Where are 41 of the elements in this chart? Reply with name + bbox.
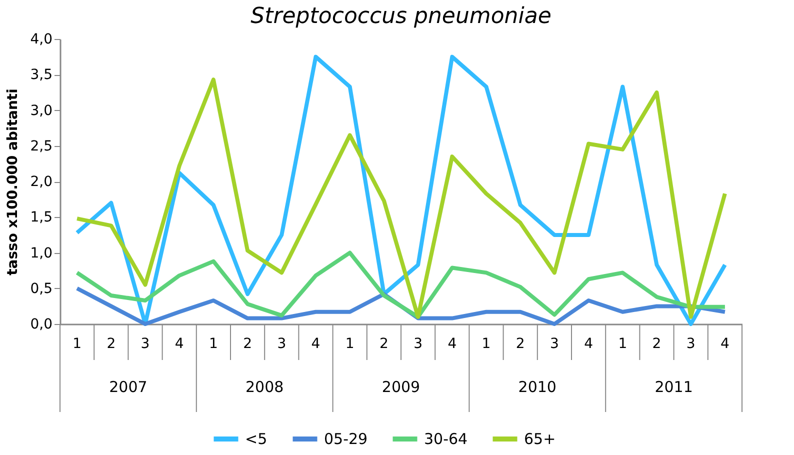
x-tick-label: 1 bbox=[72, 336, 82, 352]
x-tick-label: 1 bbox=[345, 336, 354, 352]
x-tick-label: 3 bbox=[414, 336, 423, 352]
x-tick-label: 4 bbox=[174, 336, 184, 352]
text: 2010 bbox=[518, 378, 556, 396]
x-tick-label: 3 bbox=[277, 336, 286, 352]
y-tick-label: 1,0 bbox=[30, 245, 52, 262]
x-tick-label: 1 bbox=[482, 336, 491, 352]
text: 2007 bbox=[109, 378, 148, 396]
y-tick-label: 2,5 bbox=[30, 138, 52, 154]
y-tick-label: 0,5 bbox=[30, 280, 52, 297]
x-tick-label: 4 bbox=[448, 336, 457, 352]
x-tick-label: 2 bbox=[516, 336, 525, 352]
y-tick-label: 4,0 bbox=[30, 32, 52, 48]
x-tick-label: 1 bbox=[208, 336, 218, 352]
y-tick-label: 1,5 bbox=[30, 210, 52, 226]
line-series bbox=[75, 250, 727, 319]
x-tick-label: 1 bbox=[618, 336, 628, 352]
x-tick-label: 3 bbox=[686, 336, 696, 352]
y-tick-label: 3,0 bbox=[30, 102, 52, 119]
text: 2009 bbox=[382, 378, 420, 396]
x-tick-label: 4 bbox=[720, 336, 730, 352]
text: 2008 bbox=[246, 378, 284, 396]
legend-label: 30-64 bbox=[424, 430, 468, 448]
x-tick-label: 4 bbox=[311, 336, 320, 352]
y-tick-label: 2,0 bbox=[30, 174, 52, 190]
x-tick-label: 2 bbox=[652, 336, 662, 352]
x-tick-label: 3 bbox=[550, 336, 559, 352]
y-tick-label: 0,0 bbox=[30, 316, 52, 332]
legend-label: 65+ bbox=[524, 430, 556, 448]
x-tick-label: 2 bbox=[243, 336, 252, 352]
chart-title: Streptococcus pneumoniae bbox=[250, 4, 552, 29]
x-tick-label: 2 bbox=[106, 336, 116, 352]
text: 2011 bbox=[654, 378, 693, 396]
x-tick-label: 4 bbox=[584, 336, 594, 352]
y-axis-title: tasso x100.000 abitanti bbox=[5, 88, 22, 276]
x-tick-label: 3 bbox=[140, 336, 150, 352]
y-tick-label: 3,5 bbox=[30, 67, 52, 84]
x-tick-label: 2 bbox=[379, 336, 388, 352]
legend-label: 05-29 bbox=[324, 430, 368, 448]
legend-label: <5 bbox=[245, 430, 268, 448]
